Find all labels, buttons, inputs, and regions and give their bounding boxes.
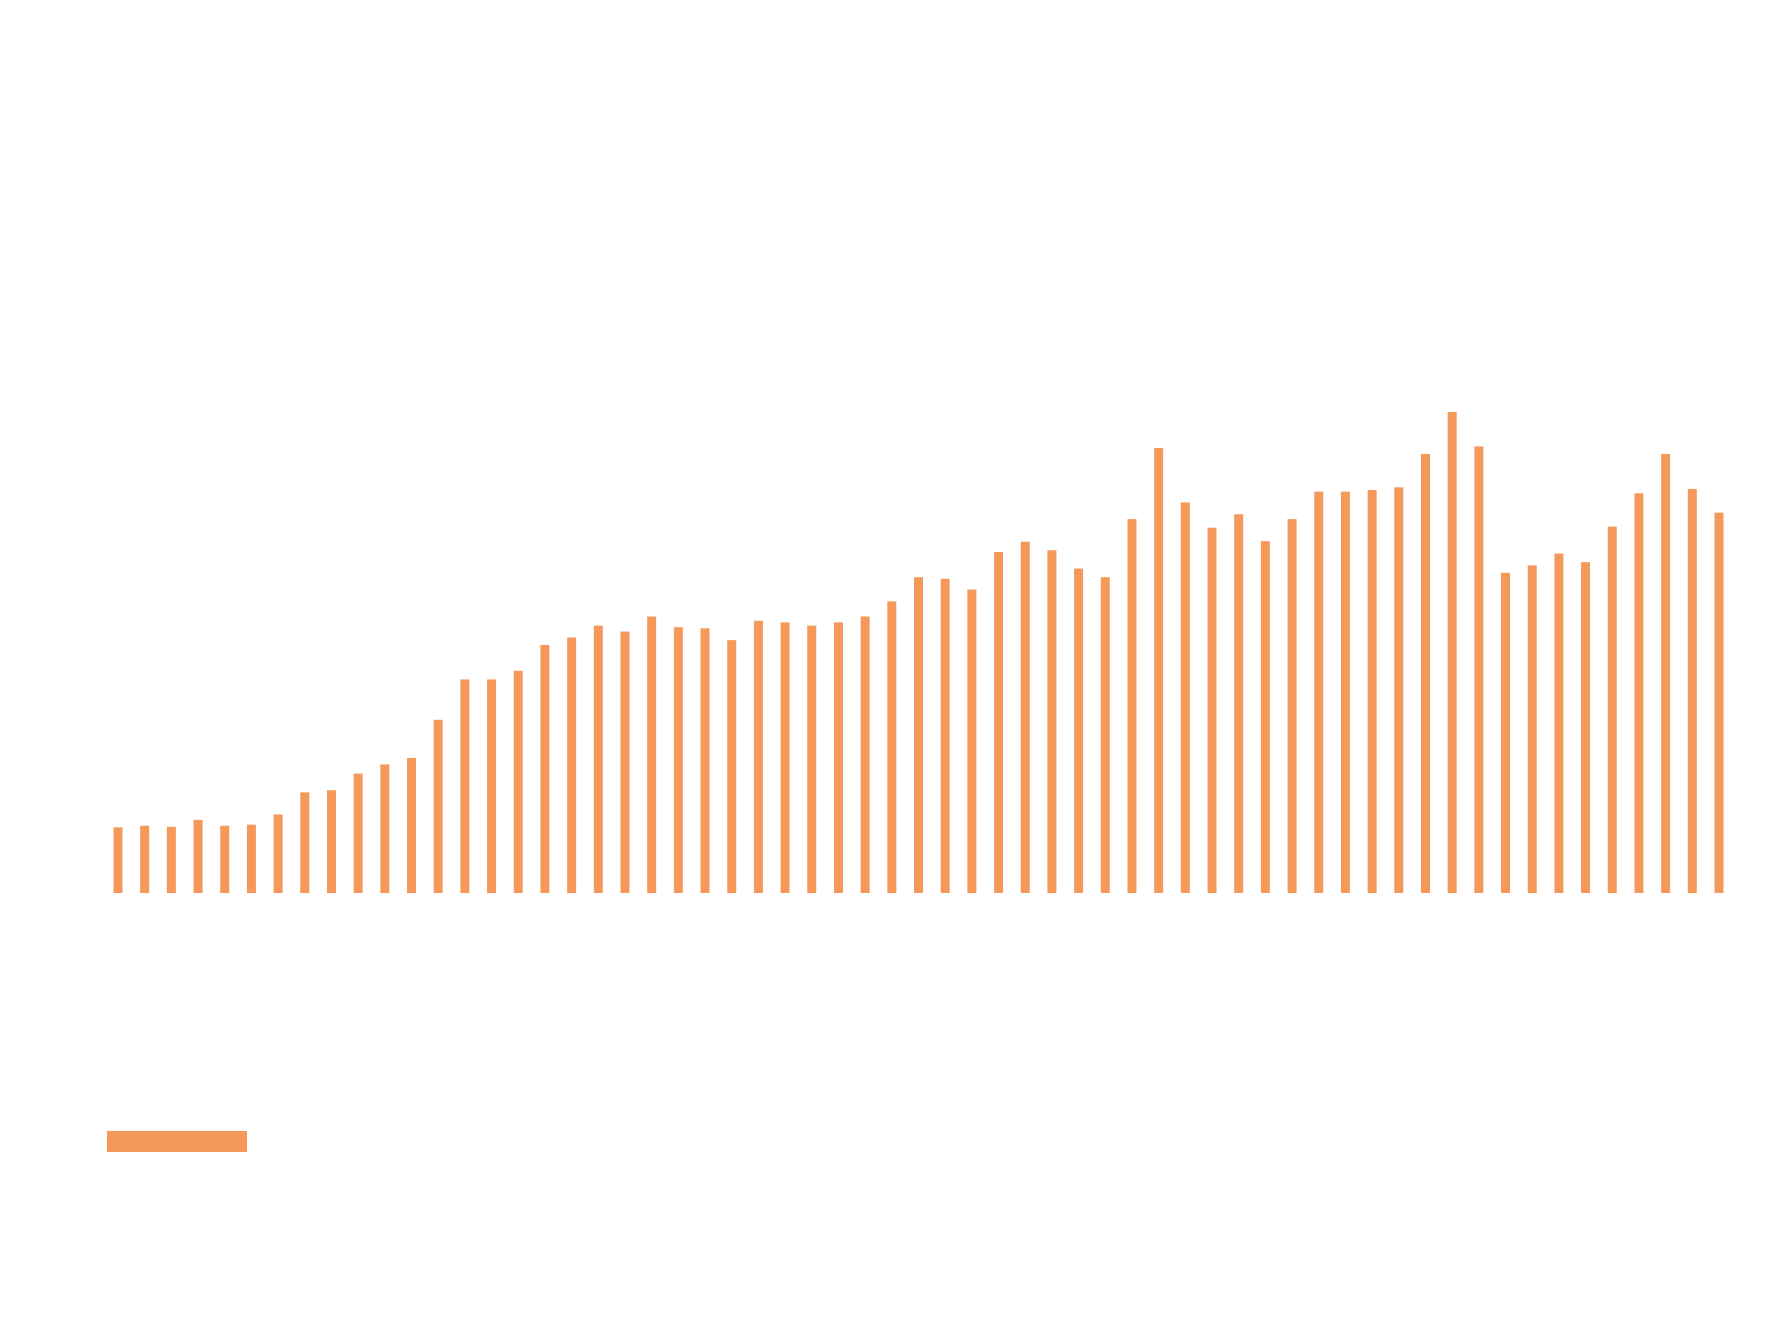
bar-12	[407, 757, 417, 893]
bar-36	[1047, 550, 1057, 893]
bar-23	[700, 628, 710, 893]
bar-38	[1100, 577, 1110, 893]
bar-60	[1687, 488, 1697, 893]
bar-24	[727, 640, 737, 893]
bar-10	[353, 773, 363, 893]
bar-33	[967, 589, 977, 893]
bar-9	[326, 790, 336, 893]
bar-19	[593, 625, 603, 893]
bar-40	[1154, 448, 1164, 893]
bar-32	[940, 578, 950, 893]
bar-8	[300, 792, 310, 893]
bar-42	[1207, 527, 1217, 893]
bar-39	[1127, 519, 1137, 893]
bar-58	[1634, 493, 1644, 893]
bar-3	[166, 826, 176, 893]
bar-series	[113, 412, 1724, 893]
legend-swatch	[107, 1131, 247, 1152]
bar-49	[1394, 487, 1404, 893]
bar-45	[1287, 519, 1297, 893]
bar-18	[567, 637, 577, 893]
bar-44	[1260, 541, 1270, 893]
bar-52	[1474, 446, 1484, 893]
bar-27	[807, 625, 817, 893]
bar-48	[1367, 490, 1377, 893]
bar-14	[460, 679, 470, 893]
bar-31	[914, 577, 923, 893]
bar-1	[113, 827, 123, 893]
bar-22	[673, 627, 683, 893]
bar-30	[887, 601, 897, 893]
bar-43	[1234, 514, 1244, 893]
legend	[107, 1131, 247, 1152]
bar-29	[860, 616, 870, 893]
bar-34	[994, 551, 1004, 893]
bar-50	[1420, 453, 1430, 893]
bar-5	[220, 825, 230, 893]
bar-21	[647, 616, 657, 893]
bar-59	[1661, 453, 1671, 893]
bar-53	[1501, 572, 1511, 893]
bar-26	[780, 622, 790, 893]
bar-57	[1607, 526, 1617, 893]
bar-55	[1554, 553, 1564, 893]
bar-37	[1074, 568, 1084, 893]
bar-15	[487, 679, 497, 893]
bar-41	[1180, 502, 1190, 893]
bar-56	[1581, 562, 1591, 893]
bar-46	[1314, 491, 1324, 893]
bar-11	[380, 764, 390, 893]
bar-6	[246, 824, 256, 893]
bar-13	[433, 719, 443, 893]
bar-2	[140, 825, 150, 893]
bar-47	[1340, 491, 1350, 893]
bar-54	[1527, 565, 1537, 893]
bar-25	[753, 620, 763, 893]
bar-4	[193, 819, 203, 893]
bar-35	[1020, 541, 1030, 893]
bar-20	[620, 631, 630, 893]
bar-17	[540, 644, 550, 893]
bar-28	[833, 622, 843, 893]
bar-7	[273, 814, 283, 893]
bar-51	[1447, 412, 1457, 893]
bar-16	[513, 670, 523, 893]
bar-61	[1714, 512, 1724, 893]
